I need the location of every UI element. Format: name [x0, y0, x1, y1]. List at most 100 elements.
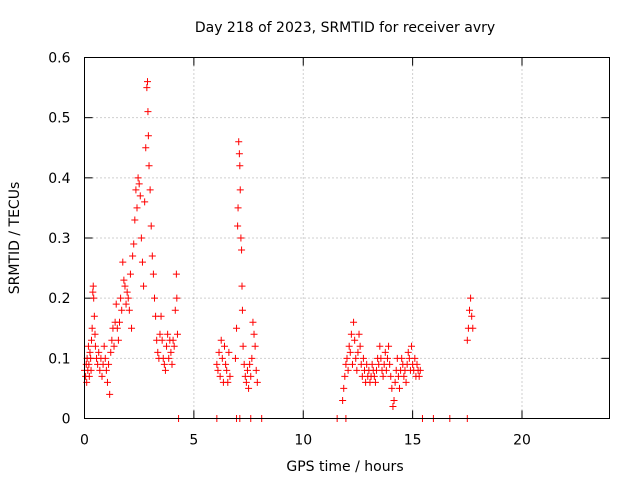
data-point — [242, 378, 250, 386]
data-point — [216, 372, 224, 380]
data-point — [89, 282, 97, 290]
data-point — [161, 366, 169, 374]
y-tick-label: 0.3 — [48, 231, 70, 247]
data-point — [239, 342, 247, 350]
data-point — [400, 372, 408, 380]
data-point — [145, 162, 153, 170]
data-point — [144, 108, 152, 116]
data-point — [415, 372, 423, 380]
data-point — [463, 336, 471, 344]
data-point — [234, 222, 242, 230]
data-point — [114, 336, 122, 344]
data-point — [85, 360, 93, 368]
data-point — [110, 342, 118, 350]
data-point — [402, 378, 410, 386]
data-point — [103, 378, 111, 386]
x-tick-label: 15 — [404, 433, 422, 449]
data-point — [157, 312, 165, 320]
data-point — [466, 306, 473, 314]
data-point — [142, 144, 150, 152]
data-point — [341, 372, 349, 380]
y-tick-label: 0.5 — [48, 111, 70, 127]
data-point — [347, 330, 355, 338]
plot-frame — [84, 57, 610, 419]
data-point — [391, 378, 399, 386]
y-tick-label: 0.4 — [48, 171, 70, 187]
data-point — [91, 330, 99, 338]
data-point — [130, 240, 138, 248]
data-point — [222, 360, 230, 368]
grid — [84, 57, 610, 419]
data-point — [86, 348, 94, 356]
data-point — [149, 270, 157, 278]
data-point — [154, 348, 162, 356]
data-point — [243, 366, 251, 374]
data-point — [346, 348, 354, 356]
data-point — [214, 366, 222, 374]
data-point — [343, 354, 351, 362]
data-point — [348, 360, 356, 368]
data-point — [131, 216, 139, 224]
data-point — [148, 252, 156, 260]
data-point — [124, 294, 132, 302]
data-point — [163, 342, 171, 350]
data-point — [355, 330, 363, 338]
data-point — [112, 300, 120, 308]
data-point — [165, 354, 173, 362]
data-point — [160, 360, 168, 368]
data-point — [123, 288, 131, 296]
x-tick-label: 20 — [513, 433, 531, 449]
x-tick-label: 5 — [189, 433, 198, 449]
data-point — [238, 282, 246, 290]
data-point — [171, 306, 179, 314]
data-point — [106, 390, 114, 398]
data-point — [87, 366, 95, 374]
data-point — [353, 366, 361, 374]
data-point — [108, 336, 116, 344]
data-point — [351, 336, 359, 344]
data-point — [408, 342, 416, 350]
data-point — [350, 318, 358, 326]
data-point — [251, 342, 259, 350]
y-tick-label: 0 — [62, 412, 71, 428]
chart-title: Day 218 of 2023, SRMTID for receiver avr… — [195, 20, 495, 36]
data-point — [146, 186, 154, 194]
data-point — [141, 198, 149, 206]
data-point — [217, 336, 225, 344]
data-point — [396, 384, 403, 392]
data-point — [359, 354, 367, 362]
data-point — [133, 204, 141, 212]
data-point — [105, 360, 113, 368]
data-point — [468, 312, 476, 320]
data-point — [132, 186, 140, 194]
data-point — [386, 360, 394, 368]
data-point — [467, 294, 475, 302]
data-point — [88, 336, 95, 344]
ticks: 0 0.1 0.2 0.3 0.4 0.5 0.6 0 5 10 15 20 — [48, 51, 610, 449]
data-point — [411, 354, 419, 362]
data-point — [340, 384, 348, 392]
data-point — [237, 234, 245, 242]
data-point — [389, 402, 397, 410]
data-point — [125, 306, 133, 314]
x-axis-label: GPS time / hours — [286, 459, 403, 475]
data-point — [213, 360, 221, 368]
y-tick-label: 0.6 — [48, 51, 70, 67]
data-point — [383, 354, 391, 362]
data-point — [138, 258, 146, 266]
data-point — [102, 366, 110, 374]
data-point — [226, 372, 234, 380]
data-point — [233, 324, 241, 332]
data-point — [122, 300, 130, 308]
data-point — [164, 330, 172, 338]
data-point — [245, 384, 253, 392]
data-point — [252, 366, 260, 374]
data-point — [381, 348, 389, 356]
data-point — [404, 348, 412, 356]
data-point — [101, 354, 109, 362]
data-point — [144, 78, 151, 86]
data-point — [416, 366, 424, 374]
data-point — [385, 342, 393, 350]
data-point — [90, 294, 98, 302]
